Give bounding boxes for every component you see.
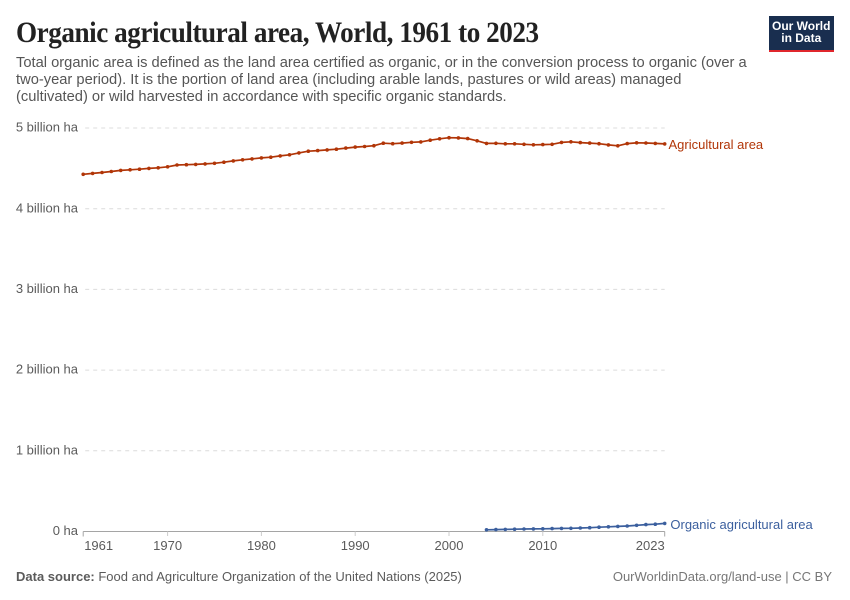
svg-text:1 billion ha: 1 billion ha bbox=[16, 442, 79, 457]
svg-text:1961: 1961 bbox=[84, 538, 113, 553]
svg-text:2 billion ha: 2 billion ha bbox=[16, 362, 79, 377]
svg-text:3 billion ha: 3 billion ha bbox=[16, 281, 79, 296]
svg-text:4 billion ha: 4 billion ha bbox=[16, 200, 79, 215]
svg-text:5 billion ha: 5 billion ha bbox=[16, 120, 79, 135]
svg-text:1970: 1970 bbox=[153, 538, 182, 553]
svg-text:Organic agricultural area: Organic agricultural area bbox=[670, 517, 813, 532]
svg-text:Agricultural area: Agricultural area bbox=[669, 137, 764, 152]
svg-text:2010: 2010 bbox=[528, 538, 557, 553]
svg-text:2023: 2023 bbox=[636, 538, 665, 553]
svg-text:1980: 1980 bbox=[247, 538, 276, 553]
svg-text:2000: 2000 bbox=[435, 538, 464, 553]
svg-text:1990: 1990 bbox=[341, 538, 370, 553]
svg-text:0 ha: 0 ha bbox=[53, 523, 79, 538]
